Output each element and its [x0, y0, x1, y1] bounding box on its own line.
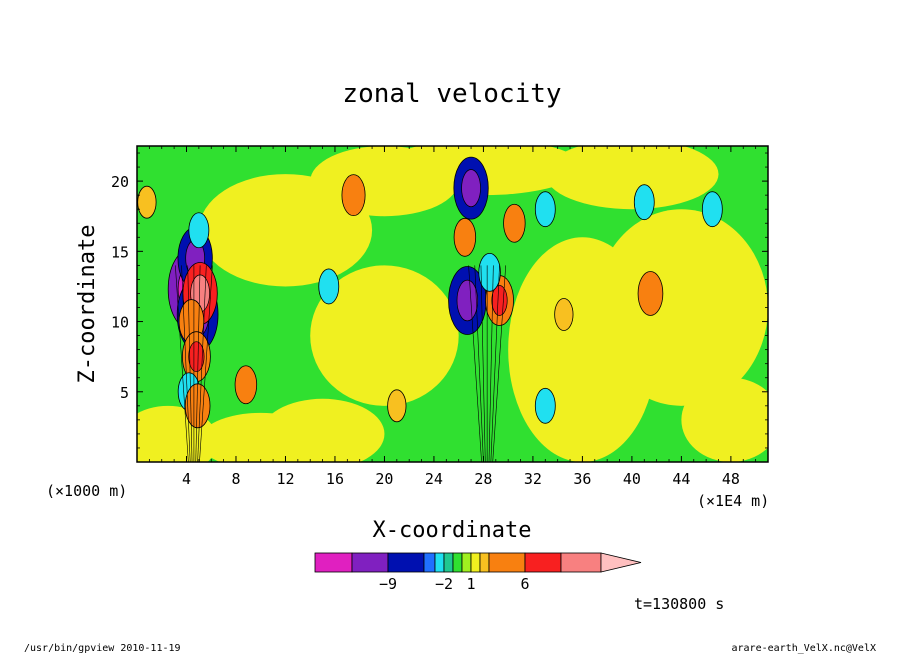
colorbar-swatch [423, 552, 436, 573]
y-tick-label: 10 [111, 314, 129, 332]
y-axis-label: Z-coordinate [75, 225, 100, 384]
plot-area [137, 146, 768, 462]
x-tick-label: 28 [474, 470, 492, 488]
colorbar-label: 1 [466, 575, 475, 593]
contour-line [187, 265, 193, 462]
contour-line [195, 265, 201, 462]
field-feature [318, 268, 340, 305]
contour-line [175, 265, 189, 462]
x-tick-label: 8 [231, 470, 240, 488]
colorbar-swatch [314, 552, 353, 573]
field-patch [310, 265, 459, 406]
colorbar-swatch [351, 552, 389, 573]
field-patch [681, 377, 768, 462]
x-tick-label: 36 [573, 470, 591, 488]
colorbar: −9 −2 1 6 [314, 552, 642, 593]
field-feature [137, 185, 157, 219]
y-tick-label: 5 [120, 384, 129, 402]
field-patch [260, 398, 385, 462]
x-tick-label: 44 [672, 470, 690, 488]
field-feature [188, 212, 210, 249]
field-feature-core [188, 341, 205, 373]
time-label: t=130800 s [634, 595, 724, 613]
field-feature-core [461, 169, 481, 208]
footer-left: /usr/bin/gpview 2010-11-19 [24, 643, 181, 654]
contour-line [474, 265, 484, 462]
contour-line [490, 265, 500, 462]
field-feature-core [456, 279, 479, 322]
x-tick-label: 4 [182, 470, 191, 488]
field-patch [545, 146, 719, 210]
x-tick-label: 32 [524, 470, 542, 488]
field-feature [534, 387, 556, 424]
colorbar-swatch [434, 552, 445, 573]
contour-line [488, 265, 494, 462]
y-axis: 5 10 15 20 [111, 152, 768, 449]
field-feature-core [491, 285, 508, 316]
x-unit-left: (×1000 m) [46, 482, 127, 500]
x-unit-right: (×1E4 m) [697, 492, 769, 510]
field-feature [341, 174, 366, 217]
x-tick-label: 20 [375, 470, 393, 488]
colorbar-label: 6 [520, 575, 529, 593]
colorbar-swatch [452, 552, 463, 573]
colorbar-label: −9 [379, 575, 397, 593]
contour-field [137, 146, 768, 462]
field-feature [234, 365, 258, 405]
y-tick-label: 15 [111, 243, 129, 261]
chart-title: zonal velocity [342, 79, 561, 109]
colorbar-swatch [560, 552, 602, 573]
x-tick-label: 48 [722, 470, 740, 488]
colorbar-swatch [524, 552, 562, 573]
y-tick-label: 20 [111, 173, 129, 191]
contour-line [480, 265, 486, 462]
x-tick-label: 16 [326, 470, 344, 488]
colorbar-swatch [488, 552, 526, 573]
contour-line [468, 265, 482, 462]
x-tick-label: 24 [425, 470, 443, 488]
x-axis: 4 8 12 16 20 24 28 32 36 40 44 48 [148, 146, 757, 488]
field-feature [637, 271, 664, 316]
field-feature [554, 298, 574, 331]
contour-line [181, 265, 191, 462]
x-tick-label: 12 [276, 470, 294, 488]
contour-line [199, 265, 213, 462]
colorbar-swatch [443, 552, 454, 573]
colorbar-swatch [461, 552, 472, 573]
footer-right: arare-earth_VelX.nc@VelX [732, 643, 877, 654]
contour-line [492, 265, 507, 462]
field-patch [310, 146, 459, 217]
field-feature [453, 217, 477, 257]
colorbar-swatch [470, 552, 481, 573]
field-feature [534, 191, 556, 228]
plot-frame [136, 145, 769, 463]
field-feature [503, 203, 526, 243]
colorbar-swatch [479, 552, 490, 573]
colorbar-label: −2 [435, 575, 453, 593]
colorbar-swatch [387, 552, 425, 573]
x-axis-label: X-coordinate [373, 518, 532, 543]
colorbar-arrow [600, 552, 642, 573]
x-tick-label: 40 [623, 470, 641, 488]
field-feature [633, 184, 655, 221]
field-feature [478, 252, 501, 292]
field-feature [701, 191, 723, 228]
contour-line [197, 265, 207, 462]
field-patch [594, 209, 768, 406]
field-feature [387, 389, 407, 423]
